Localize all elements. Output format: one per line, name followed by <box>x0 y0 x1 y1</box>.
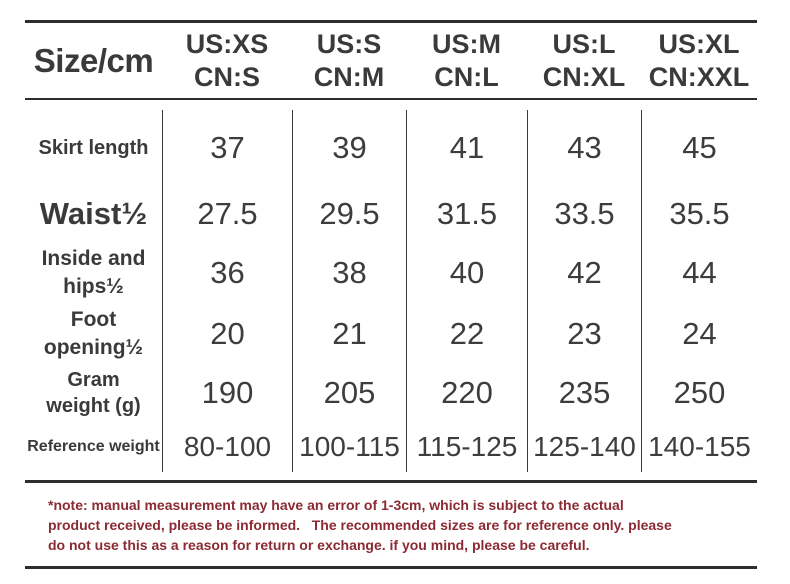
us-size-label: US:XL <box>658 28 740 59</box>
table-cell: 100-115 <box>292 422 406 472</box>
table-cell: 20 <box>162 304 292 364</box>
size-column-header: US:XS CN:S <box>162 23 292 98</box>
table-cell: 205 <box>292 364 406 422</box>
table-header-row: Size/cm US:XS CN:S US:S CN:M US:M CN:L US:L CN:… <box>25 20 757 100</box>
divider-line-bottom <box>25 566 757 569</box>
table-cell: 190 <box>162 364 292 422</box>
size-column-header: US:XL CN:XXL <box>641 23 757 98</box>
size-column-header: US:L CN:XL <box>527 23 641 98</box>
size-unit-header: Size/cm <box>33 41 154 79</box>
table-row: Gram weight (g) 190 205 220 235 250 <box>25 364 757 422</box>
table-cell: 44 <box>641 242 757 304</box>
measurement-note: *note: manual measurement may have an er… <box>48 497 672 553</box>
table-cell: 38 <box>292 242 406 304</box>
table-cell: 36 <box>162 242 292 304</box>
cn-size-label: CN:XL <box>542 61 626 92</box>
row-label: Gram weight (g) <box>46 368 141 417</box>
table-cell: 40 <box>406 242 527 304</box>
table-cell: 115-125 <box>406 422 527 472</box>
cn-size-label: CN:L <box>434 61 499 92</box>
cn-size-label: CN:XXL <box>648 61 750 92</box>
table-cell: 22 <box>406 304 527 364</box>
row-label: Reference weight <box>27 438 160 456</box>
table-row: Inside and hips½ 36 38 40 42 44 <box>25 242 757 304</box>
size-chart-table: Size/cm US:XS CN:S US:S CN:M US:M CN:L US:L CN:… <box>25 20 757 569</box>
table-row: Foot opening½ 20 21 22 23 24 <box>25 304 757 364</box>
us-size-label: US:XS <box>185 28 269 59</box>
cn-size-label: CN:M <box>313 61 385 92</box>
table-cell: 125-140 <box>527 422 641 472</box>
row-label: Foot opening½ <box>43 308 144 359</box>
table-cell: 43 <box>527 110 641 186</box>
table-cell: 41 <box>406 110 527 186</box>
table-cell: 39 <box>292 110 406 186</box>
header-columns: US:XS CN:S US:S CN:M US:M CN:L US:L CN:XL US:XL C… <box>162 23 757 98</box>
table-cell: 31.5 <box>406 186 527 242</box>
table-row: Waist½ 27.5 29.5 31.5 33.5 35.5 <box>25 186 757 242</box>
table-cell: 45 <box>641 110 757 186</box>
cn-size-label: CN:S <box>194 61 260 92</box>
row-label: Inside and hips½ <box>41 247 146 298</box>
table-cell: 29.5 <box>292 186 406 242</box>
table-cell: 33.5 <box>527 186 641 242</box>
table-cell: 235 <box>527 364 641 422</box>
table-row: Reference weight 80-100 100-115 115-125 125-… <box>25 422 757 472</box>
table-cell: 21 <box>292 304 406 364</box>
table-cell: 140-155 <box>641 422 757 472</box>
us-size-label: US:L <box>552 28 616 59</box>
table-cell: 37 <box>162 110 292 186</box>
table-cell: 35.5 <box>641 186 757 242</box>
table-cell: 80-100 <box>162 422 292 472</box>
table-body: Skirt length 37 39 41 43 45 Waist½ 27.5 29.5 31.5… <box>25 110 757 472</box>
table-cell: 27.5 <box>162 186 292 242</box>
table-cell: 220 <box>406 364 527 422</box>
us-size-label: US:M <box>432 28 501 59</box>
table-cell: 42 <box>527 242 641 304</box>
us-size-label: US:S <box>316 28 382 59</box>
size-column-header: US:S CN:M <box>292 23 406 98</box>
table-cell: 250 <box>641 364 757 422</box>
table-cell: 24 <box>641 304 757 364</box>
row-label: Skirt length <box>38 136 149 159</box>
divider-line-top <box>25 480 757 483</box>
size-column-header: US:M CN:L <box>406 23 527 98</box>
table-cell: 23 <box>527 304 641 364</box>
row-label: Waist½ <box>39 195 148 231</box>
table-row: Skirt length 37 39 41 43 45 <box>25 110 757 186</box>
